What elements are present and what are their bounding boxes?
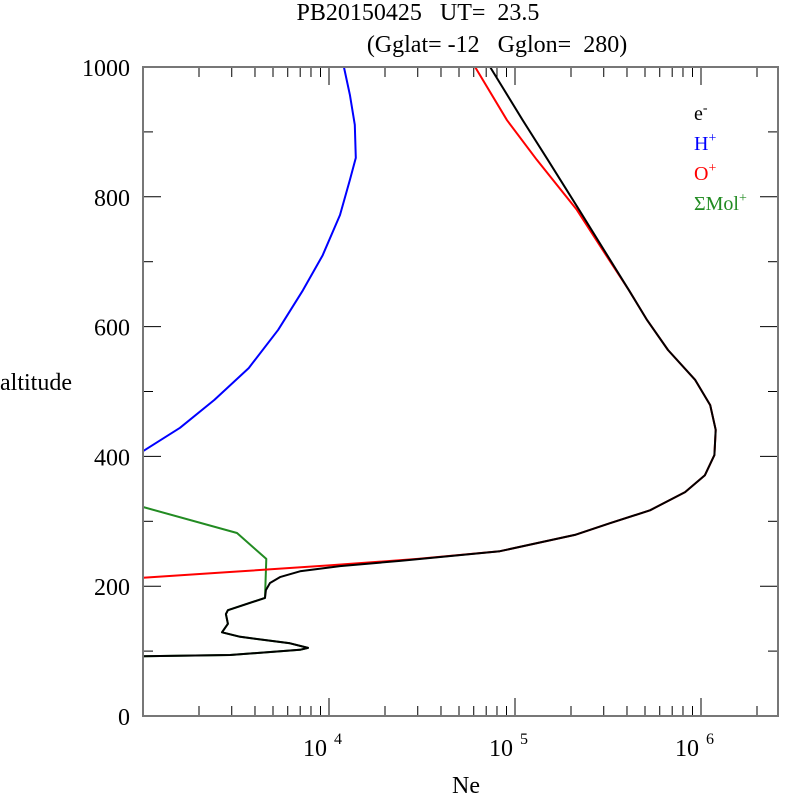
- legend-item: ΣMol+: [694, 191, 747, 215]
- legend-item: O+: [694, 161, 716, 185]
- x-tick-exponent: 5: [520, 731, 528, 748]
- legend-superscript: +: [708, 131, 716, 146]
- y-axis-label: altitude: [0, 370, 72, 396]
- y-tick-label: 800: [94, 186, 130, 212]
- series-line-2: [142, 66, 717, 579]
- x-tick-exponent: 4: [334, 731, 342, 748]
- series-line-1: [142, 66, 357, 453]
- y-tick-label: 400: [94, 445, 130, 471]
- y-tick-label: 1000: [82, 56, 130, 82]
- x-tick-labels: 10 4 10 5 10 6: [303, 731, 714, 762]
- curves: [142, 66, 717, 658]
- x-tick-exponent: 6: [706, 731, 714, 748]
- legend-superscript: -: [703, 101, 708, 116]
- legend-item: e-: [694, 101, 708, 125]
- y-tick-label: 600: [94, 316, 130, 342]
- axis-ticks: [143, 67, 778, 716]
- chart-title: PB20150425 UT= 23.5: [297, 0, 540, 26]
- legend-superscript: +: [739, 191, 747, 206]
- x-tick-label: 10: [303, 736, 327, 762]
- chart-subtitle: (Gglat= -12 Gglon= 280): [367, 32, 627, 58]
- x-axis-label: Ne: [452, 773, 480, 796]
- x-tick-label: 10: [489, 736, 513, 762]
- legend-item: H+: [694, 131, 716, 155]
- legend: e- H+ O+ ΣMol+: [694, 101, 747, 215]
- plot-frame: [142, 66, 779, 717]
- y-tick-label: 0: [118, 705, 130, 731]
- legend-superscript: +: [708, 161, 716, 176]
- y-tick-labels: 0 200 400 600 800 1000: [82, 56, 130, 731]
- y-tick-label: 200: [94, 575, 130, 601]
- series-line-0: [142, 66, 717, 658]
- x-tick-label: 10: [675, 736, 699, 762]
